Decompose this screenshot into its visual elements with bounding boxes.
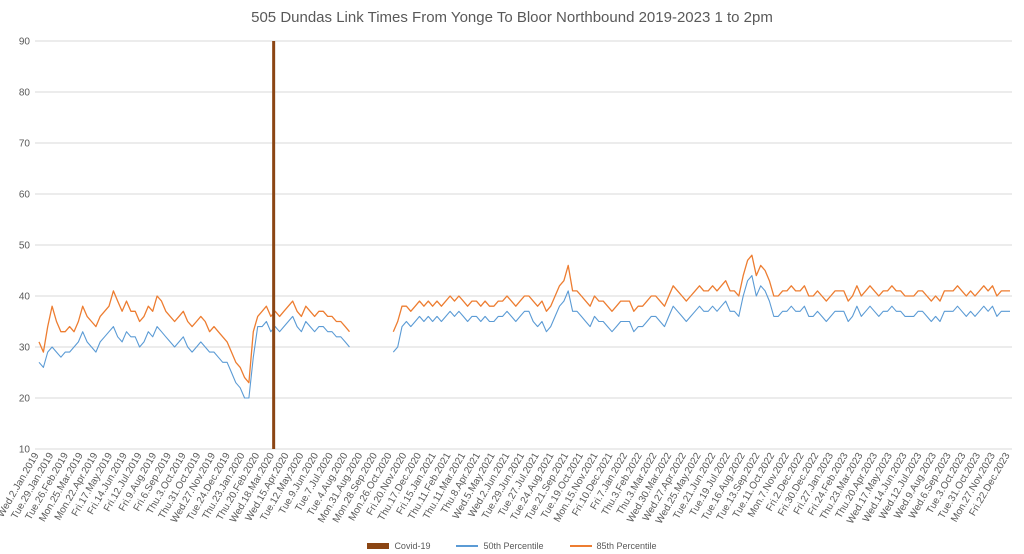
- y-tick-label: 10: [19, 445, 31, 456]
- y-tick-label: 80: [19, 88, 31, 99]
- legend-swatch-50th: [456, 545, 479, 547]
- series-line-85th-percentile: [38, 254, 1010, 384]
- legend: Covid-19 50th Percentile 85th Percentile: [0, 541, 1024, 551]
- gridlines: [35, 40, 1012, 450]
- y-tick-label: 60: [19, 190, 31, 201]
- y-tick-label: 30: [19, 343, 31, 354]
- series-line-50th-percentile: [38, 275, 1010, 399]
- y-tick-label: 90: [19, 37, 31, 48]
- legend-item-50th: 50th Percentile: [456, 541, 544, 551]
- y-tick-label: 20: [19, 394, 31, 405]
- legend-item-85th: 85th Percentile: [569, 541, 657, 551]
- y-tick-label: 40: [19, 292, 31, 303]
- legend-label-85th: 85th Percentile: [596, 541, 657, 551]
- legend-swatch-85th: [569, 545, 592, 547]
- y-tick-label: 50: [19, 241, 31, 252]
- y-axis-ticks: 10 20 30 40 50 60 70 80 90: [19, 37, 31, 456]
- x-axis-ticks: Wed.2.Jan.2019Tue.29.Jan.2019Tue.26.Feb.…: [0, 451, 1013, 526]
- legend-item-covid: Covid-19: [367, 541, 430, 551]
- legend-label-covid: Covid-19: [394, 541, 431, 551]
- legend-label-50th: 50th Percentile: [483, 541, 544, 551]
- chart-title: 505 Dundas Link Times From Yonge To Bloo…: [251, 9, 773, 26]
- legend-swatch-covid: [367, 543, 390, 549]
- series-lines: [38, 41, 1010, 449]
- y-tick-label: 70: [19, 139, 31, 150]
